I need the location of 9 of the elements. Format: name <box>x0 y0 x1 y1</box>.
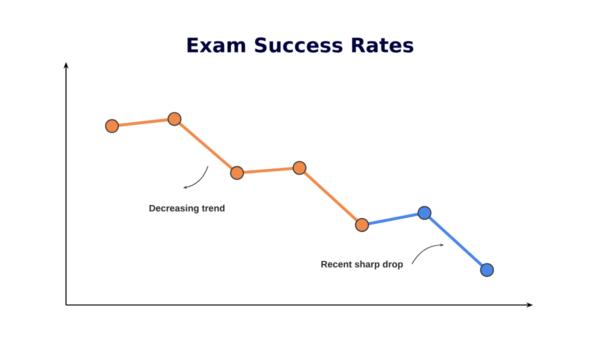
point <box>230 166 244 180</box>
point <box>105 119 119 134</box>
annotation: Recent sharp drop <box>321 260 403 270</box>
point <box>418 206 432 220</box>
point <box>292 160 306 175</box>
annotation: Decreasing trend <box>150 204 224 214</box>
point <box>480 263 494 277</box>
point <box>168 112 182 126</box>
chart-title: Exam Success Rates <box>188 37 414 53</box>
